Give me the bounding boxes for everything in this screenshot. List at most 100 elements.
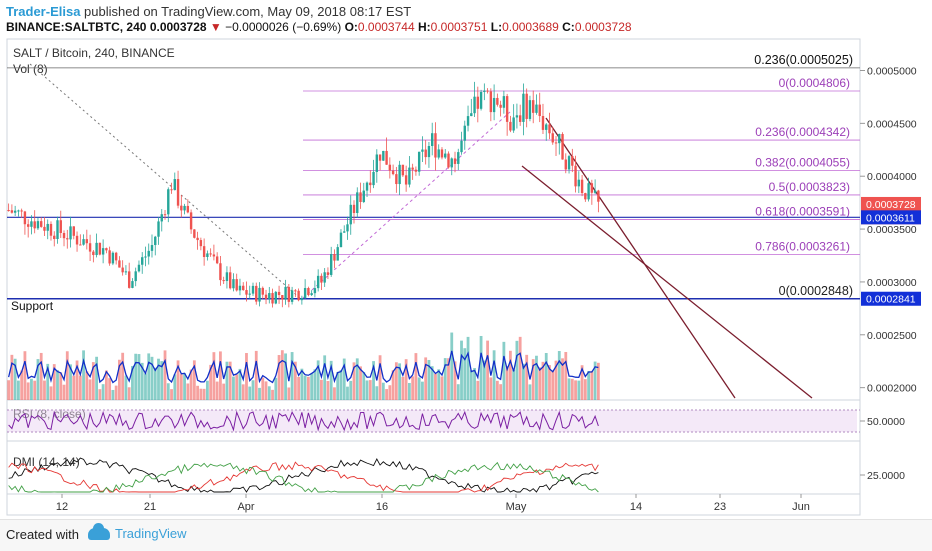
candle-body xyxy=(212,254,216,257)
volume-bar xyxy=(254,350,258,400)
candle-body xyxy=(163,214,167,216)
volume-bar xyxy=(147,353,151,400)
volume-bar xyxy=(293,361,297,400)
candle-body xyxy=(79,244,82,246)
candle-body xyxy=(235,279,238,291)
volume-bar xyxy=(368,380,372,400)
time-axis[interactable]: 12 21 Apr 16 May 14 23 Jun xyxy=(56,494,810,513)
volume-bar xyxy=(153,367,157,400)
symbol-label[interactable]: BINANCE:SALTBTC, 240 xyxy=(6,20,147,34)
time-tick-label: 14 xyxy=(630,501,642,513)
footer: Created with TradingView xyxy=(0,519,932,551)
volume-bar xyxy=(176,360,180,400)
candle-body xyxy=(486,90,489,92)
candle-body xyxy=(522,93,525,122)
last-price-badge: 0.0003728 xyxy=(866,199,916,211)
volume-bar xyxy=(192,360,196,400)
candle-body xyxy=(561,134,564,160)
volume-bar xyxy=(225,361,229,400)
candle-body xyxy=(222,280,225,282)
volume-bar xyxy=(508,350,512,400)
candle-body xyxy=(13,210,17,213)
candle-body xyxy=(225,272,229,281)
volume-bar xyxy=(522,363,525,400)
candle-body xyxy=(320,275,323,283)
volume-bar xyxy=(251,380,255,400)
volume-bar xyxy=(69,364,72,400)
volume-bar xyxy=(209,364,213,400)
candle-body xyxy=(460,140,463,153)
volume-bars xyxy=(7,332,600,400)
volume-bar xyxy=(398,363,402,400)
candle-body xyxy=(264,294,268,300)
candle-body xyxy=(343,231,346,233)
tradingview-logo[interactable]: TradingView xyxy=(88,522,187,541)
candle-body xyxy=(574,165,577,187)
candle-body xyxy=(287,286,291,302)
price-axis[interactable]: 0.00055000.00050000.00045000.00040000.00… xyxy=(860,36,917,395)
volume-bar xyxy=(62,384,66,400)
volume-bar xyxy=(134,353,138,400)
volume-bar xyxy=(271,389,274,400)
candle-body xyxy=(173,179,176,191)
candle-body xyxy=(209,253,212,255)
volume-bar xyxy=(417,377,421,400)
candle-body xyxy=(33,221,36,229)
volume-bar xyxy=(36,359,40,400)
candle-body xyxy=(421,149,424,152)
volume-bar xyxy=(261,377,265,400)
price-chart[interactable]: SALT / Bitcoin, 240, BINANCE Vol (8) Sup… xyxy=(0,36,932,519)
volume-bar xyxy=(39,352,43,400)
candle-body xyxy=(339,232,343,248)
candle-body xyxy=(131,281,134,288)
candle-body xyxy=(294,290,297,292)
volume-bar xyxy=(78,375,82,400)
candle-body xyxy=(238,285,242,291)
candle-body xyxy=(98,242,102,255)
candle-body xyxy=(258,287,261,302)
candle-body xyxy=(274,291,278,304)
candle-body xyxy=(567,156,571,170)
volume-bar xyxy=(52,364,56,400)
candle-body xyxy=(483,90,486,92)
volume-bar xyxy=(118,359,121,400)
volume-ma-line xyxy=(7,350,599,384)
author-link[interactable]: Trader-Elisa xyxy=(6,4,81,19)
candle-body xyxy=(382,150,385,161)
candle-body xyxy=(215,256,219,264)
volume-bar xyxy=(179,374,183,400)
price-tick-label: 0.0002500 xyxy=(867,330,917,342)
candle-body xyxy=(313,288,317,294)
volume-bar xyxy=(342,358,346,400)
candle-body xyxy=(160,214,163,222)
candle-body xyxy=(105,248,108,251)
volume-bar xyxy=(157,358,160,400)
candle-body xyxy=(571,156,574,166)
level-badge-bg xyxy=(861,291,921,306)
volume-bar xyxy=(46,363,50,400)
candle-body xyxy=(548,124,551,134)
volume-bar xyxy=(287,387,291,400)
volume-bar xyxy=(466,336,470,400)
candle-body xyxy=(284,286,287,300)
volume-bar xyxy=(580,365,584,400)
candle-body xyxy=(401,164,405,176)
candle-body xyxy=(261,287,264,295)
candle-body xyxy=(196,237,199,241)
volume-bar xyxy=(567,378,571,400)
volume-bar xyxy=(394,362,398,400)
volume-bar xyxy=(65,351,69,400)
volume-bar xyxy=(502,341,506,400)
candle-body xyxy=(186,205,190,213)
support-label: Support xyxy=(11,299,54,313)
volume-bar xyxy=(535,355,538,400)
candle-body xyxy=(532,100,535,113)
volume-bar xyxy=(59,372,63,400)
candle-body xyxy=(466,116,470,126)
chart-header: Trader-Elisa published on TradingView.co… xyxy=(0,0,932,36)
candle-body xyxy=(505,96,509,122)
candle-body xyxy=(378,154,382,161)
candle-body xyxy=(219,263,222,281)
volume-bar xyxy=(127,387,131,400)
volume-bar xyxy=(385,389,388,400)
